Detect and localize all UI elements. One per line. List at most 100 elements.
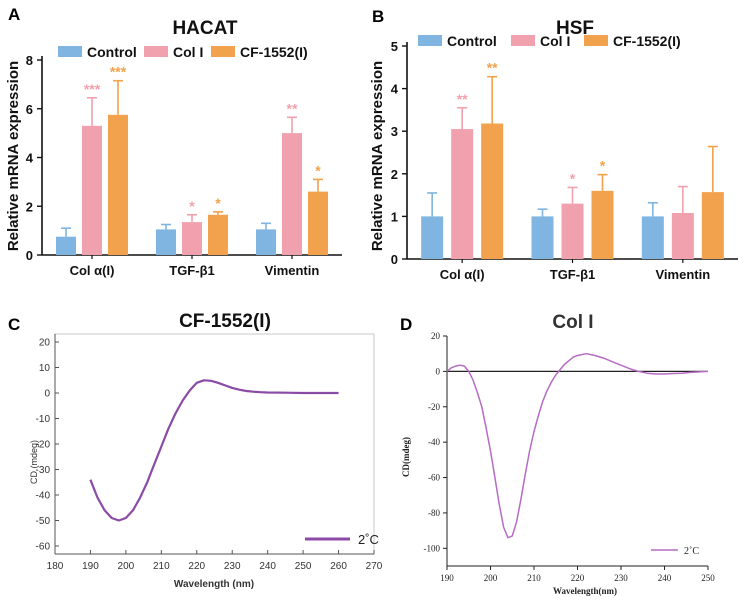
legend-label: Control bbox=[87, 44, 137, 60]
panel-label-d: D bbox=[400, 315, 412, 334]
y-tick-label: -60 bbox=[428, 473, 440, 483]
bar bbox=[282, 133, 302, 255]
x-tick-label: 210 bbox=[153, 561, 170, 572]
panel-label-a: A bbox=[8, 5, 20, 24]
legend-swatch bbox=[511, 35, 535, 46]
y-tick-label: 0 bbox=[26, 248, 33, 263]
chart-c-xlabel: Wavelength (nm) bbox=[174, 579, 254, 590]
y-tick-label: 20 bbox=[431, 331, 441, 341]
x-tick-label: 210 bbox=[527, 573, 541, 583]
bar bbox=[591, 190, 614, 259]
chart-d-legend: 2˚C bbox=[651, 546, 699, 557]
bar bbox=[641, 216, 664, 259]
chart-b-plot: ****** bbox=[421, 60, 724, 259]
legend-swatch bbox=[58, 46, 82, 57]
panel-label-c: C bbox=[8, 315, 20, 334]
chart-c-plot bbox=[89, 379, 339, 522]
x-tick-label: 200 bbox=[118, 561, 135, 572]
bar bbox=[701, 192, 724, 259]
legend-label: 2˚C bbox=[358, 532, 379, 547]
y-tick-label: -40 bbox=[428, 437, 440, 447]
chart-a-plot: ******* **** bbox=[56, 64, 328, 255]
cd-spectrum-line bbox=[89, 379, 339, 522]
legend-label: 2˚C bbox=[684, 546, 699, 557]
y-tick-label: -80 bbox=[428, 508, 440, 518]
x-category-label: Col α(I) bbox=[440, 267, 485, 282]
chart-d-plot bbox=[446, 352, 709, 539]
significance-marker: *** bbox=[110, 64, 127, 80]
significance-marker: *** bbox=[84, 81, 101, 97]
y-tick-label: 5 bbox=[391, 39, 398, 54]
bar bbox=[481, 123, 504, 259]
y-tick-label: -40 bbox=[36, 491, 51, 502]
y-tick-label: 20 bbox=[39, 338, 51, 349]
bar bbox=[256, 229, 276, 255]
x-category-label: Vimentin bbox=[265, 263, 320, 278]
x-category-label: TGF-β1 bbox=[550, 267, 596, 282]
significance-marker: ** bbox=[457, 91, 468, 107]
bar bbox=[82, 125, 102, 255]
plot-frame bbox=[54, 333, 375, 555]
x-tick-label: 190 bbox=[82, 561, 99, 572]
chart-a-title: HACAT bbox=[172, 18, 237, 39]
x-tick-label: 220 bbox=[188, 561, 205, 572]
y-tick-label: 0 bbox=[436, 366, 441, 376]
panel-c: C CF-1552(I) CD (mdeg) Wavelength (nm) 2… bbox=[8, 311, 383, 590]
chart-c-legend: 2˚C bbox=[305, 532, 379, 547]
legend-label: Col I bbox=[540, 33, 570, 49]
legend-swatch bbox=[144, 46, 168, 57]
x-tick-label: 250 bbox=[295, 561, 312, 572]
x-category-label: Col α(I) bbox=[70, 263, 115, 278]
x-tick-label: 180 bbox=[47, 561, 64, 572]
panel-b: B HSF Relative mRNA expression 0 1 2 3 4 5 Col… bbox=[369, 7, 738, 282]
bar bbox=[208, 214, 228, 255]
y-tick-label: 6 bbox=[26, 102, 33, 117]
legend-swatch bbox=[418, 35, 442, 46]
chart-c-axes: 20 10 0 -10 -20 -30 -40 -50 -60 180 190 200 210 220 23… bbox=[36, 333, 383, 572]
bar bbox=[156, 229, 176, 255]
legend-label: Col I bbox=[173, 44, 203, 60]
cd-spectrum-line bbox=[446, 352, 709, 539]
significance-marker: * bbox=[189, 198, 195, 214]
x-tick-label: 270 bbox=[366, 561, 383, 572]
chart-b-legend: Control Col I CF-1552(I) bbox=[418, 33, 681, 49]
x-tick-label: 240 bbox=[658, 573, 672, 583]
chart-b-title: HSF bbox=[556, 18, 594, 39]
y-tick-label: -50 bbox=[36, 516, 51, 527]
legend-label: Control bbox=[447, 33, 497, 49]
chart-c-ylabel: CD (mdeg) bbox=[29, 440, 39, 484]
y-tick-label: 0 bbox=[391, 252, 398, 267]
bar bbox=[561, 203, 584, 259]
chart-a-ylabel: Relative mRNA expression bbox=[5, 61, 22, 251]
legend-swatch bbox=[211, 46, 235, 57]
bar bbox=[451, 129, 474, 259]
y-tick-label: -20 bbox=[36, 440, 51, 451]
y-tick-label: 2 bbox=[26, 199, 33, 214]
chart-d-title: Col I bbox=[552, 312, 593, 333]
y-tick-label: 0 bbox=[44, 389, 50, 400]
x-tick-label: 250 bbox=[701, 573, 715, 583]
y-tick-label: 8 bbox=[26, 53, 33, 68]
chart-a-legend: Control Col I CF-1552(I) bbox=[58, 44, 308, 60]
bar bbox=[671, 212, 694, 259]
y-tick-label: 3 bbox=[391, 124, 398, 139]
y-tick-label: -10 bbox=[36, 414, 51, 425]
chart-d-ylabel: CD(mdeg) bbox=[401, 437, 411, 477]
legend-label: CF-1552(I) bbox=[240, 44, 308, 60]
panel-label-b: B bbox=[372, 7, 384, 26]
significance-marker: ** bbox=[287, 100, 298, 116]
bar bbox=[308, 191, 328, 255]
y-tick-label: 2 bbox=[391, 167, 398, 182]
legend-label: CF-1552(I) bbox=[613, 33, 681, 49]
y-tick-label: -60 bbox=[36, 542, 51, 553]
bar bbox=[108, 114, 128, 255]
legend-swatch bbox=[584, 35, 608, 46]
x-category-label: Vimentin bbox=[655, 267, 710, 282]
bar bbox=[421, 216, 444, 259]
x-category-label: TGF-β1 bbox=[169, 263, 215, 278]
chart-b-ylabel: Relative mRNA expression bbox=[369, 61, 386, 251]
panel-d: D Col I CD(mdeg) Wavelength(nm) 200-20-4… bbox=[400, 312, 715, 596]
y-tick-label: 4 bbox=[391, 82, 399, 97]
